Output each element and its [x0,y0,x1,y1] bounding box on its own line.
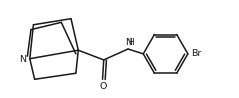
Text: N: N [20,55,27,64]
Text: H: H [129,38,135,47]
Text: N: N [125,38,132,47]
Text: Br: Br [191,49,201,58]
Text: O: O [100,82,107,91]
